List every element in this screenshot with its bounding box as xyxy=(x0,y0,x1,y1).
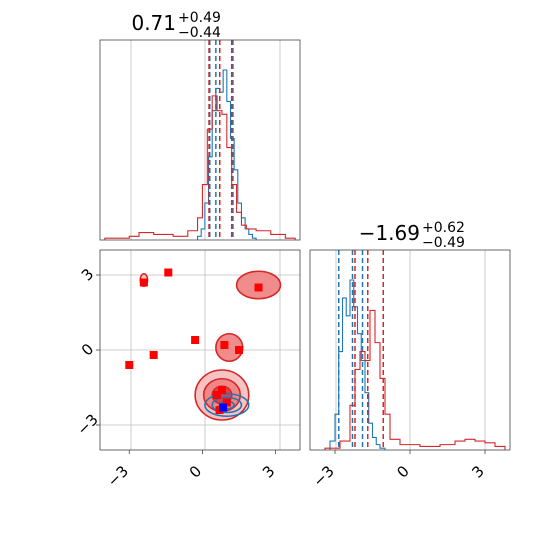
red-point-4 xyxy=(191,336,200,344)
marginal-x-title-value: 0.71 xyxy=(131,11,176,35)
blue-contour-0 xyxy=(204,392,250,418)
marginal-y-title-plus: +0.62 xyxy=(422,220,465,236)
red-point-9 xyxy=(217,386,226,394)
joint-xtick-label-1: 0 xyxy=(186,462,205,481)
joint-ytick-label-1: 0 xyxy=(78,340,97,359)
joint-panel: −3 0 3 −3 0 3 xyxy=(73,249,301,491)
red-point-0 xyxy=(139,278,148,287)
red-point-10 xyxy=(222,398,231,407)
red-point-5 xyxy=(220,341,229,349)
red-point-1 xyxy=(164,268,173,277)
blue-contour-1 xyxy=(211,396,243,414)
marginal-x-frame xyxy=(99,39,301,241)
joint-ytick-label-2: 3 xyxy=(78,265,97,284)
marginal-x-grid xyxy=(130,40,281,240)
red-point-7 xyxy=(254,283,263,292)
marginal-x-panel: 0.71 +0.49 −0.44 xyxy=(99,10,301,241)
joint-tick-labels: −3 0 3 −3 0 3 xyxy=(73,265,278,491)
marginal-x-title-plus: +0.49 xyxy=(178,10,221,26)
red-point-3 xyxy=(149,351,158,359)
joint-xtick-label-2: 3 xyxy=(259,462,278,481)
marginal-y-xtick-label-1: 0 xyxy=(393,462,412,481)
joint-xtick-label-0: −3 xyxy=(104,462,132,490)
marginal-y-tick-labels: −3 0 3 xyxy=(309,450,488,490)
marginal-x-histogram-1 xyxy=(104,95,296,240)
red-point-6 xyxy=(235,346,244,354)
marginal-y-xtick-label-2: 3 xyxy=(468,462,487,481)
marginal-x-title-minus: −0.44 xyxy=(178,25,221,41)
red-point-2 xyxy=(125,361,134,369)
marginal-y-grid xyxy=(335,250,486,450)
marginal-y-histograms xyxy=(324,250,506,450)
joint-grid xyxy=(100,250,300,450)
marginal-y-xtick-label-0: −3 xyxy=(309,462,337,490)
red-point-8 xyxy=(213,391,222,399)
marginal-y-panel: −3 0 3 −1.69 +0.62 −0.49 xyxy=(309,220,511,490)
marginal-x-histogram-0 xyxy=(197,69,257,240)
marginal-x-histograms xyxy=(104,40,296,240)
marginal-y-title-value: −1.69 xyxy=(359,221,420,245)
joint-content xyxy=(125,268,282,421)
blue-point xyxy=(219,403,228,412)
joint-ytick-label-0: −3 xyxy=(73,410,101,438)
marginal-y-title-minus: −0.49 xyxy=(422,235,465,251)
